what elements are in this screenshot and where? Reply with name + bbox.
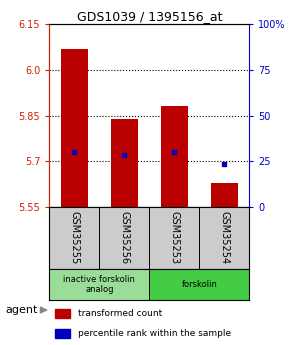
Text: forskolin: forskolin bbox=[182, 280, 217, 289]
Bar bbox=[200, 207, 249, 269]
Bar bbox=[49, 207, 99, 269]
Bar bbox=[161, 107, 188, 207]
Bar bbox=[110, 119, 138, 207]
Bar bbox=[55, 329, 70, 338]
Title: GDS1039 / 1395156_at: GDS1039 / 1395156_at bbox=[77, 10, 222, 23]
Text: agent: agent bbox=[6, 305, 38, 315]
Text: GSM35253: GSM35253 bbox=[169, 211, 179, 265]
Bar bbox=[99, 207, 149, 269]
Bar bbox=[149, 207, 200, 269]
Bar bbox=[49, 269, 149, 300]
Bar bbox=[61, 49, 88, 207]
Bar bbox=[211, 183, 238, 207]
Text: percentile rank within the sample: percentile rank within the sample bbox=[78, 329, 231, 338]
Bar bbox=[149, 269, 249, 300]
Text: transformed count: transformed count bbox=[78, 309, 163, 318]
Bar bbox=[55, 309, 70, 318]
Text: GSM35256: GSM35256 bbox=[119, 211, 129, 265]
Text: inactive forskolin
analog: inactive forskolin analog bbox=[64, 275, 135, 294]
Text: GSM35255: GSM35255 bbox=[69, 211, 79, 265]
Text: GSM35254: GSM35254 bbox=[220, 211, 229, 265]
